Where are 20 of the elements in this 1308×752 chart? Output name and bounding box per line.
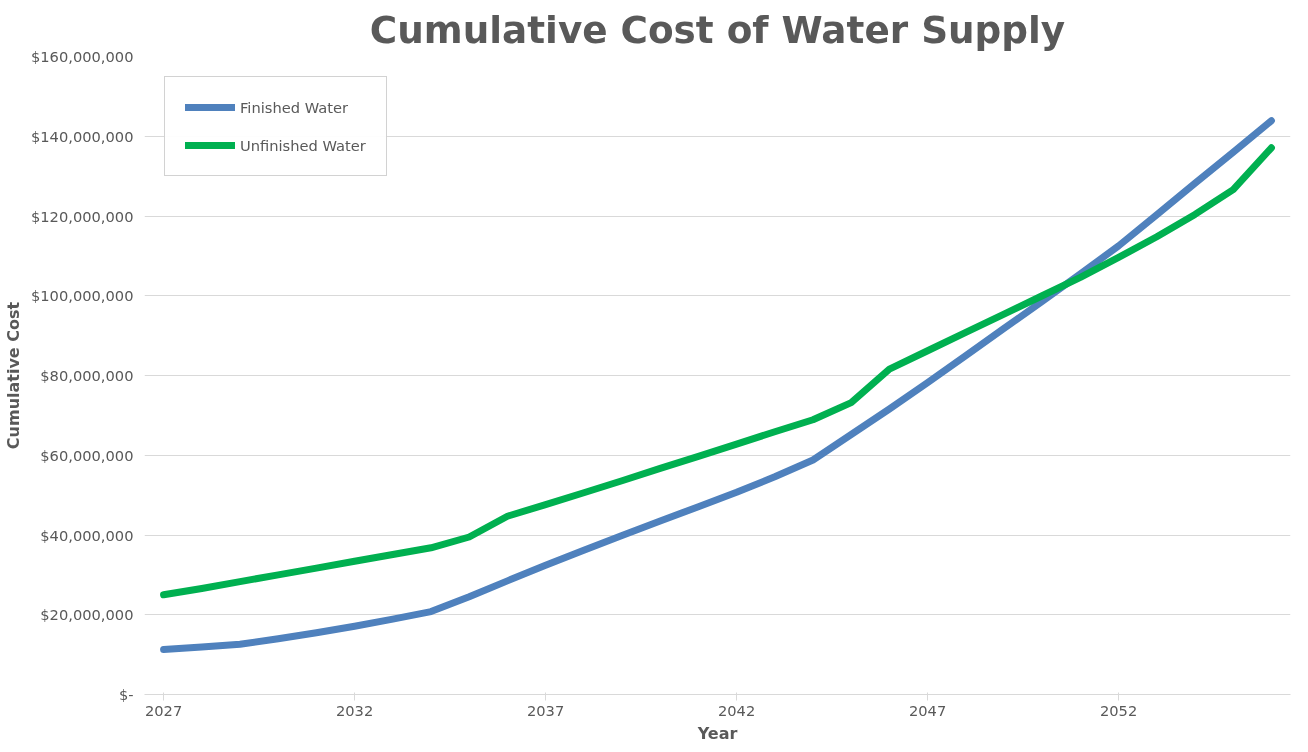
y-tick-label: $40,000,000 xyxy=(40,526,134,544)
y-tick-label: $160,000,000 xyxy=(30,48,134,65)
y-tick-label: $20,000,000 xyxy=(40,606,134,624)
chart-title: Cumulative Cost of Water Supply xyxy=(369,7,1066,52)
x-tick-label: 2037 xyxy=(526,701,565,719)
y-tick-label: $80,000,000 xyxy=(40,367,134,384)
y-tick-label: $140,000,000 xyxy=(30,127,134,145)
legend-label: Unfinished Water xyxy=(240,136,366,154)
y-tick-label: $60,000,000 xyxy=(40,446,134,464)
x-tick-label: 2027 xyxy=(144,701,183,719)
x-axis-title: Year xyxy=(696,723,738,743)
legend-label: Finished Water xyxy=(240,98,349,116)
x-tick-label: 2032 xyxy=(335,701,374,719)
x-tick-label: 2047 xyxy=(908,701,947,719)
y-axis-title: Cumulative Cost xyxy=(3,301,23,450)
y-tick-label: $100,000,000 xyxy=(30,287,134,305)
y-tick-label: $- xyxy=(118,686,134,703)
y-tick-label: $120,000,000 xyxy=(30,207,134,225)
x-tick-label: 2042 xyxy=(717,701,756,719)
x-tick-label: 2052 xyxy=(1099,701,1138,719)
